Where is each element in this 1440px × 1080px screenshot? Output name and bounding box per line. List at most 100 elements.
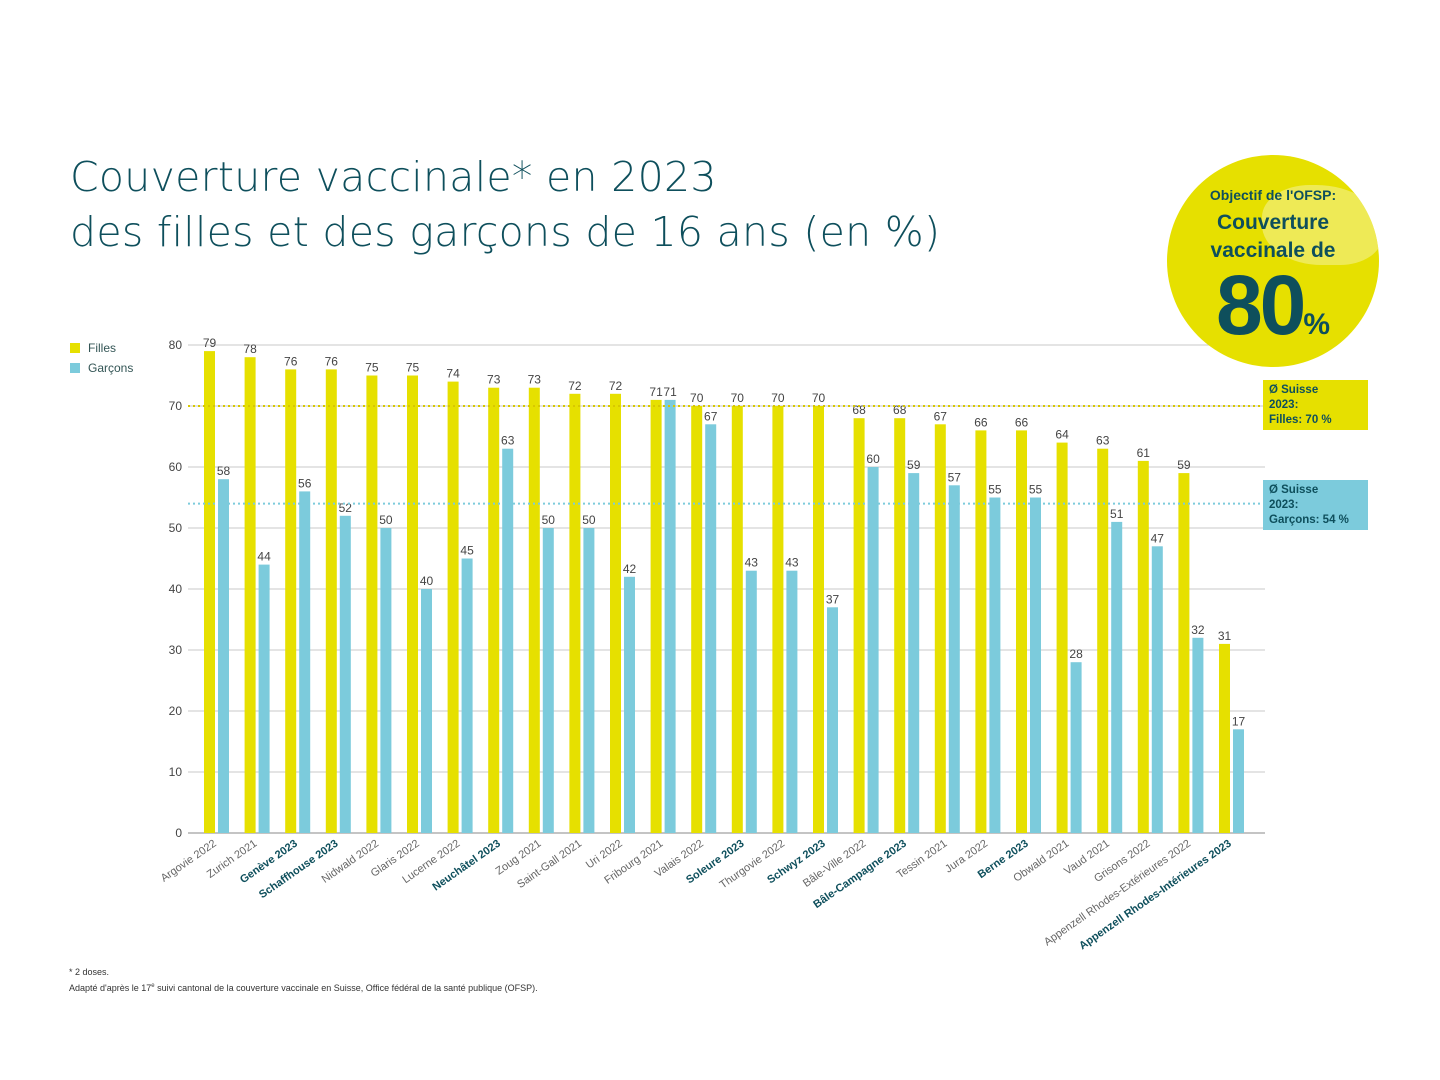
data-label: 50 [582,513,596,527]
data-label: 58 [217,464,231,478]
y-tick-label: 40 [169,582,183,596]
y-tick-label: 30 [169,643,183,657]
y-tick-label: 50 [169,521,183,535]
badge-value: 80% [1215,258,1331,352]
avg-garcons-box: Ø Suisse 2023: Garçons: 54 % [1263,480,1368,530]
x-tick-label: Neuchâtel 2023 [430,838,503,894]
x-tick-label: Appenzell Rhodes-Extérieures 2022 [1042,838,1193,949]
bar-garcons [218,479,229,833]
bar-filles [1097,448,1109,833]
bar-filles [488,387,500,833]
bar-filles [1056,442,1068,833]
bar-filles [569,393,581,833]
bar-garcons [745,570,757,833]
legend-swatch-garcons [70,363,80,373]
data-label: 73 [487,373,501,387]
data-label: 57 [948,470,962,484]
title-line-1: Couverture vaccinale* en 2023 [70,153,717,201]
avg-filles-box: Ø Suisse 2023: Filles: 70 % [1263,380,1368,430]
data-label: 71 [663,385,677,399]
data-label: 47 [1151,531,1165,545]
badge-line-2: Couverture vaccinale de [1210,211,1336,262]
bar-garcons [258,564,270,833]
ofsp-target-badge: Objectif de l'OFSP: Couverture vaccinale … [1167,155,1379,367]
y-tick-label: 20 [169,704,183,718]
bar-filles [244,357,256,833]
bar-garcons [421,589,432,833]
legend-swatch-filles [70,343,80,353]
data-label: 59 [907,458,921,472]
data-label: 44 [257,550,271,564]
legend-item-garcons: Garçons [70,358,133,378]
data-label: 42 [623,562,637,576]
y-tick-label: 70 [169,399,183,413]
data-label: 40 [420,574,434,588]
bar-filles [650,399,662,833]
data-label: 60 [866,452,880,466]
legend-item-filles: Filles [70,338,133,358]
bar-filles [407,375,418,833]
bar-garcons [948,485,960,833]
data-label: 68 [852,403,866,417]
bar-filles [813,406,824,833]
data-label: 17 [1232,714,1246,728]
data-label: 70 [812,391,826,405]
bar-filles [934,424,946,833]
bar-garcons [624,576,635,833]
data-label: 67 [934,409,948,423]
title-line-2: des filles et des garçons de 16 ans (en … [70,208,941,256]
bar-garcons [1111,521,1123,833]
footnote-line-1: * 2 doses. [69,967,110,977]
data-label: 74 [446,367,460,381]
data-label: 66 [974,415,988,429]
footnote-line-2: Adapté d'après le 17e suivi cantonal de … [69,983,538,993]
bar-garcons [380,528,392,833]
data-label: 70 [771,391,785,405]
bar-garcons [583,528,595,833]
chart-title: Couverture vaccinale* en 2023 des filles… [70,150,940,260]
data-label: 28 [1069,647,1083,661]
bar-garcons [299,491,311,833]
bar-garcons [867,467,879,833]
bar-filles [325,369,337,833]
bar-garcons [1030,497,1041,833]
bar-filles [894,418,906,833]
data-label: 72 [609,379,623,393]
y-tick-label: 60 [169,460,183,474]
data-label: 52 [339,501,353,515]
data-label: 43 [785,556,799,570]
data-label: 63 [1096,434,1110,448]
data-label: 55 [1029,483,1043,497]
bar-garcons [502,448,514,833]
data-label: 76 [284,354,298,368]
bar-garcons [989,497,1001,833]
bar-filles [1016,430,1027,833]
bar-garcons [461,558,473,833]
data-label: 63 [501,434,515,448]
bar-garcons [827,607,838,833]
bar-filles [447,381,459,833]
data-label: 76 [325,354,339,368]
legend: Filles Garçons [70,338,133,378]
data-label: 72 [568,379,582,393]
bar-filles [610,393,621,833]
bar-filles [853,418,865,833]
bar-garcons [786,570,798,833]
data-label: 55 [988,483,1002,497]
data-label: 67 [704,409,718,423]
footnote: * 2 doses. Adapté d'après le 17e suivi c… [69,965,538,995]
y-tick-label: 80 [169,338,183,352]
bar-filles [204,351,215,833]
data-label: 71 [649,385,663,399]
legend-label-filles: Filles [88,341,117,355]
bar-filles [366,375,378,833]
data-label: 75 [365,361,379,375]
bar-filles [975,430,987,833]
data-label: 75 [406,361,420,375]
bar-filles [772,406,784,833]
data-label: 45 [460,544,474,558]
data-label: 70 [690,391,704,405]
bar-filles [285,369,297,833]
data-label: 61 [1137,446,1151,460]
